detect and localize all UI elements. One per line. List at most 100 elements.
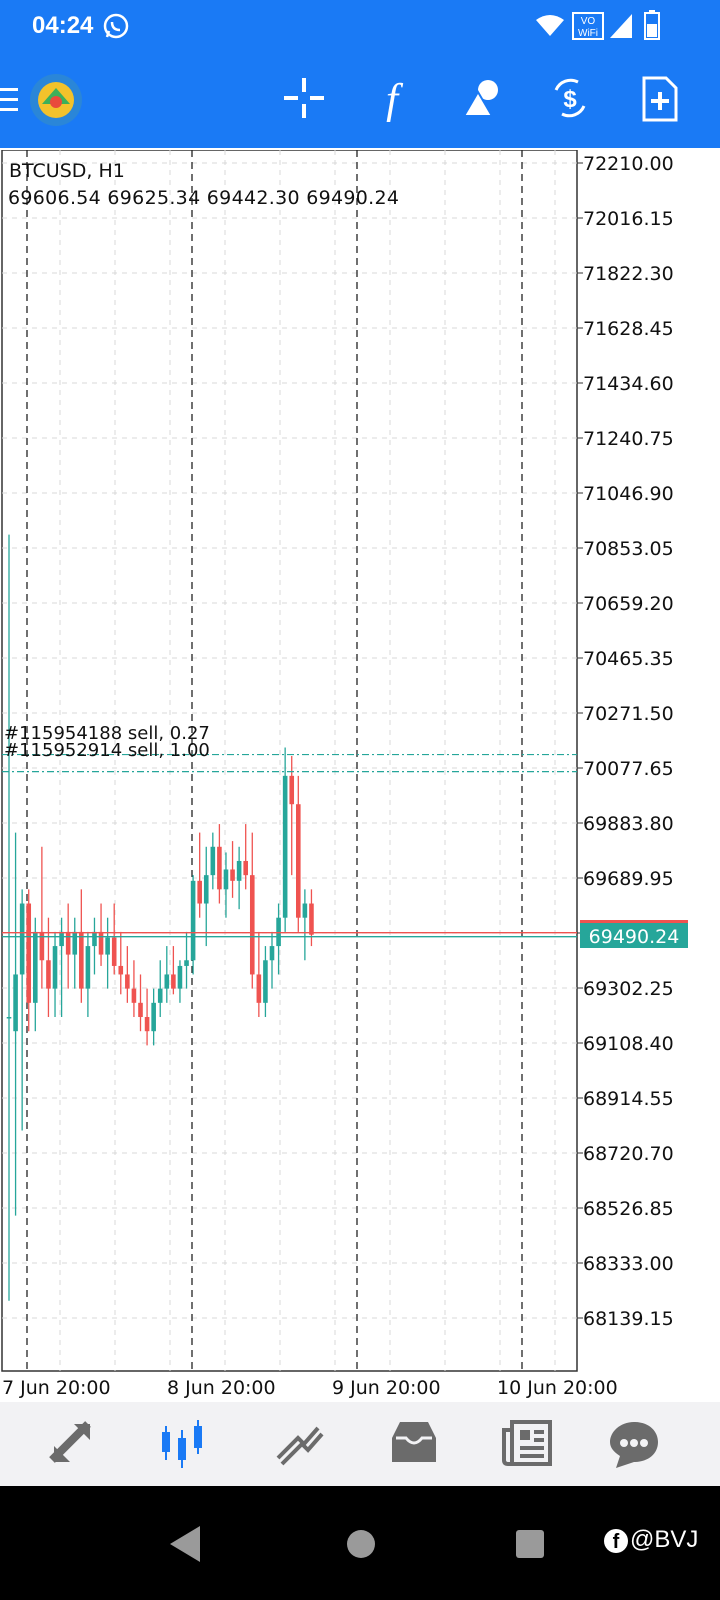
candlestick-chart[interactable]: 72210.00 72016.15 71822.30 71628.45 71434.60… (0, 150, 720, 1402)
candle-body (197, 880, 202, 904)
candle-body (263, 960, 268, 1003)
battery-icon (644, 10, 660, 45)
vowifi-top-text: VO (581, 16, 596, 27)
candle-body (125, 974, 130, 989)
ohlc-label: 69606.54 69625.34 69442.30 69490.24 (8, 187, 400, 209)
x-tick-label: 7 Jun 20:00 (2, 1377, 111, 1399)
plot-frame (1, 150, 578, 1372)
y-tick-label: 68526.85 (583, 1198, 674, 1220)
svg-text:$: $ (563, 86, 577, 113)
y-tick-label: 70659.20 (583, 593, 674, 615)
y-tick-label: 69689.95 (583, 868, 674, 890)
trade-icon[interactable]: $ (548, 76, 592, 120)
y-tick-label: 68914.55 (583, 1088, 674, 1110)
y-tick-label: 71628.45 (583, 318, 674, 340)
facebook-icon: f (604, 1528, 628, 1553)
history-icon[interactable] (386, 1416, 442, 1472)
y-tick-label: 71434.60 (583, 373, 674, 395)
bottom-nav (0, 1402, 720, 1486)
new-order-icon[interactable] (640, 76, 680, 122)
y-tick-label: 71822.30 (583, 263, 674, 285)
candle-body (296, 804, 301, 918)
candle-body (269, 946, 275, 961)
candle-body (92, 931, 97, 947)
vowifi-bottom-text: WiFi (578, 28, 598, 39)
candle-body (59, 931, 64, 947)
watermark: f @BVJ (604, 1526, 698, 1554)
current-price-tag: 69490.24 (580, 920, 688, 948)
candle-body (98, 931, 104, 955)
candle-body (65, 931, 71, 955)
candle-body (33, 931, 38, 1003)
candle-body (171, 974, 176, 989)
candle-body (203, 875, 209, 904)
y-tick-label: 69108.40 (583, 1033, 674, 1055)
indicator-glyph: f (386, 75, 404, 122)
candle-body (52, 946, 58, 989)
vowifi-icon: VO WiFi (572, 12, 604, 45)
candle-body (105, 937, 110, 955)
candle-body (118, 965, 124, 975)
order-label[interactable]: #115954188 sell, 0.27 (4, 723, 210, 744)
candle-body (6, 1017, 12, 1019)
y-tick-label: 69883.80 (583, 813, 674, 835)
candle-body (177, 965, 183, 989)
candle-body (302, 903, 308, 918)
candle-body (138, 1002, 143, 1018)
candle-body (236, 860, 242, 881)
candle-body (243, 860, 248, 876)
y-tick-label: 72016.15 (583, 208, 674, 230)
home-icon[interactable] (339, 1522, 383, 1566)
candle-body (282, 775, 288, 918)
candle-body (85, 946, 91, 989)
menu-icon[interactable] (0, 86, 22, 114)
app-toolbar: f $ (0, 52, 720, 148)
candle-body (190, 880, 196, 961)
app-logo[interactable] (28, 72, 84, 128)
candle-body (39, 931, 45, 961)
back-icon[interactable] (164, 1522, 208, 1566)
candle-body (144, 1017, 150, 1032)
candle-body (19, 903, 25, 975)
messages-icon[interactable] (606, 1416, 662, 1472)
candle-body (111, 937, 117, 966)
candle-body (223, 869, 229, 890)
candle-body (184, 960, 189, 966)
objects-icon[interactable] (462, 78, 502, 118)
y-tick-label: 68139.15 (583, 1308, 674, 1330)
x-tick-label: 9 Jun 20:00 (332, 1377, 441, 1399)
candle-body (79, 931, 84, 989)
news-icon[interactable] (500, 1416, 556, 1472)
x-tick-label: 10 Jun 20:00 (497, 1377, 618, 1399)
candle-body (249, 875, 255, 975)
y-tick-label: 71046.90 (583, 483, 674, 505)
candle-body (289, 775, 295, 805)
order-label[interactable]: #115952914 sell, 1.00 (4, 740, 210, 761)
candle-body (131, 988, 137, 1003)
symbol-label: BTCUSD, H1 (9, 160, 125, 182)
chart-area[interactable]: 72210.00 72016.15 71822.30 71628.45 71434.60… (0, 150, 720, 1402)
trade-icon[interactable] (272, 1416, 328, 1472)
candle-body (230, 869, 235, 881)
chart-icon[interactable] (158, 1416, 214, 1472)
y-tick-label: 69302.25 (583, 978, 674, 1000)
watermark-text: @BVJ (630, 1526, 699, 1553)
y-tick-label: 70271.50 (583, 703, 674, 725)
y-tick-label: 70853.05 (583, 538, 674, 560)
candle-body (164, 974, 170, 989)
wifi-icon (536, 14, 564, 43)
crosshair-icon[interactable] (284, 78, 324, 118)
recents-icon[interactable] (508, 1522, 552, 1566)
candle-body (309, 903, 314, 935)
candle-body (210, 846, 216, 876)
status-time: 04:24 (32, 12, 94, 39)
y-tick-label: 70077.65 (583, 758, 674, 780)
y-tick-label: 71240.75 (583, 428, 674, 450)
candle-body (217, 846, 222, 890)
candle-body (46, 960, 51, 989)
y-tick-label: 72210.00 (583, 153, 674, 175)
quotes-icon[interactable] (44, 1416, 100, 1472)
indicators-icon[interactable]: f (372, 74, 412, 124)
candle-body (72, 931, 78, 955)
y-tick-label: 70465.35 (583, 648, 674, 670)
